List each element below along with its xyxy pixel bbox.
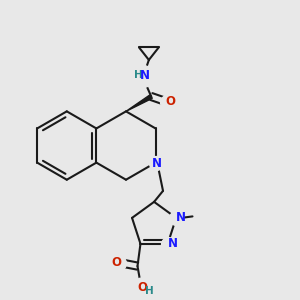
Text: N: N	[140, 69, 150, 82]
Text: H: H	[134, 70, 142, 80]
Text: N: N	[176, 212, 186, 224]
Text: H: H	[145, 286, 154, 296]
Text: N: N	[152, 157, 162, 170]
Text: O: O	[111, 256, 121, 269]
Text: N: N	[167, 237, 178, 250]
Text: O: O	[137, 281, 148, 294]
Polygon shape	[126, 95, 152, 111]
Text: O: O	[165, 95, 175, 108]
